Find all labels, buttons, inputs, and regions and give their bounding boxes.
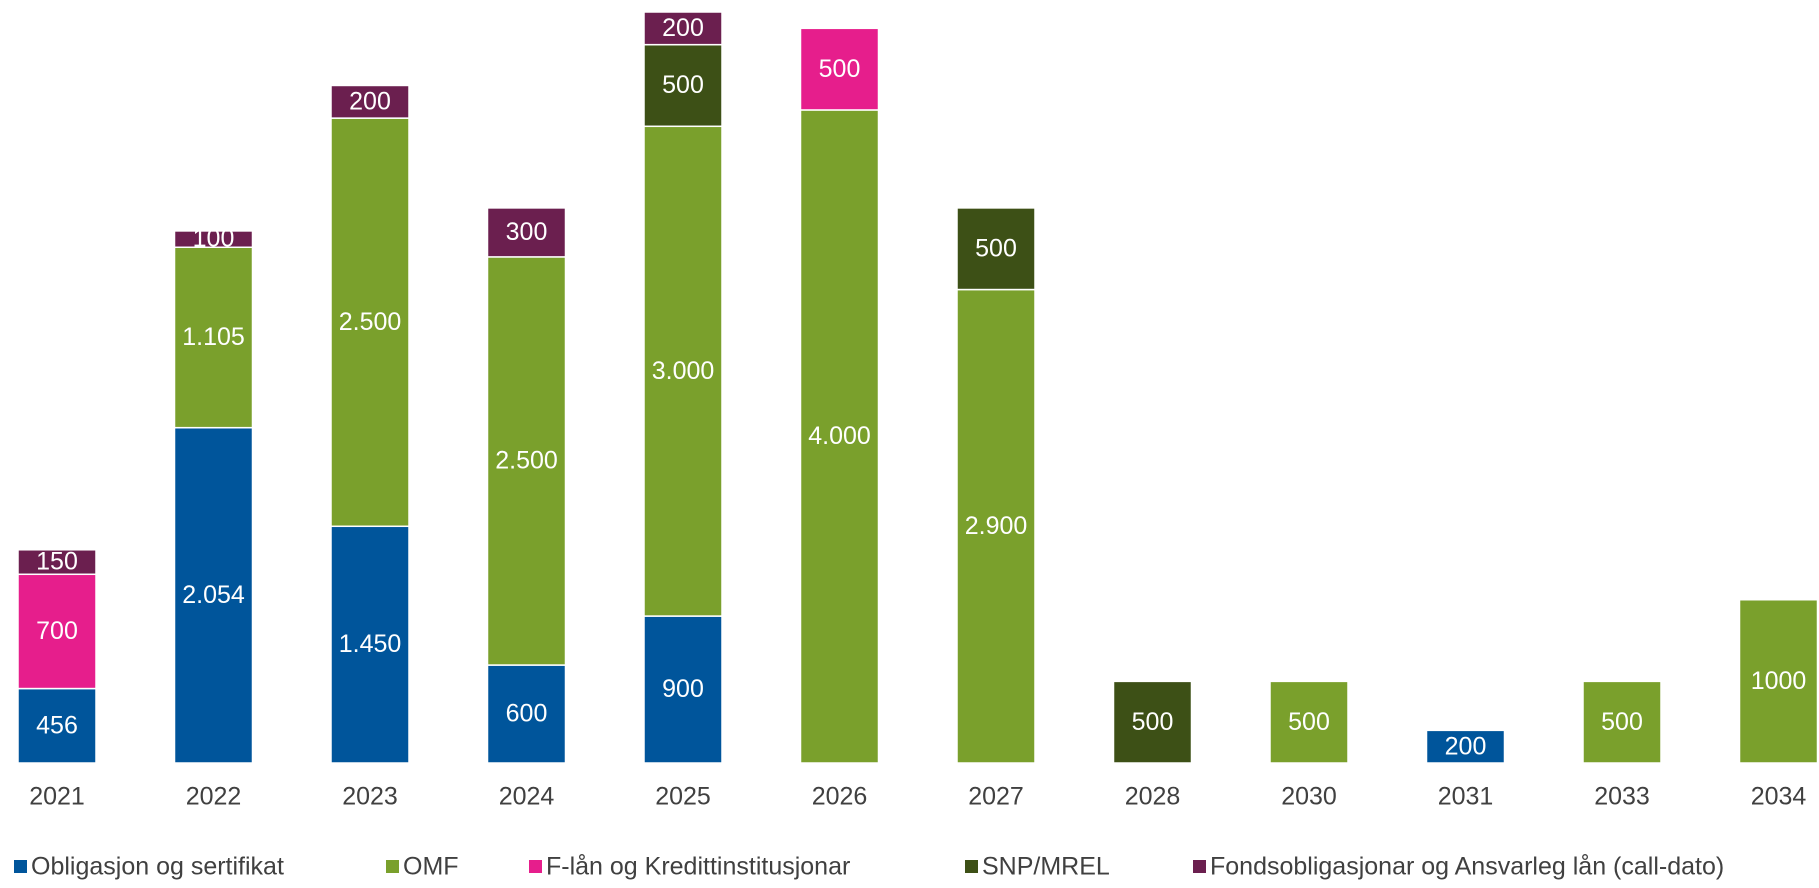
data-label: 500 bbox=[662, 71, 704, 99]
data-label: 500 bbox=[975, 234, 1017, 262]
x-tick-label: 2024 bbox=[499, 783, 555, 811]
legend-swatch bbox=[386, 860, 399, 873]
bar-segment bbox=[17, 549, 97, 576]
legend-label: Obligasjon og sertifikat bbox=[31, 853, 284, 881]
legend-label: Fondsobligasjonar og Ansvarleg lån (call… bbox=[1210, 853, 1724, 881]
bar-segment bbox=[17, 687, 97, 764]
legend-swatch bbox=[14, 860, 27, 873]
bar-segment bbox=[643, 11, 723, 46]
bar-segment bbox=[1425, 729, 1506, 764]
bar-segment bbox=[956, 288, 1036, 764]
x-tick-label: 2034 bbox=[1751, 783, 1807, 811]
data-label: 500 bbox=[1601, 708, 1643, 736]
data-label: 1.105 bbox=[182, 323, 245, 351]
bar-segment bbox=[330, 84, 410, 119]
data-label: 500 bbox=[1132, 708, 1174, 736]
x-tick-label: 2033 bbox=[1594, 783, 1650, 811]
bar-segment bbox=[486, 664, 567, 764]
bar-segment bbox=[486, 207, 567, 258]
data-label: 2.500 bbox=[339, 308, 402, 336]
legend-swatch bbox=[1193, 860, 1206, 873]
bar-segment bbox=[330, 525, 410, 764]
bar-segment bbox=[956, 207, 1036, 291]
data-label: 2.054 bbox=[182, 581, 245, 609]
data-label: 600 bbox=[506, 700, 548, 728]
legend-label: SNP/MREL bbox=[982, 853, 1110, 881]
data-label: 900 bbox=[662, 675, 704, 703]
bar-segment bbox=[643, 43, 723, 128]
data-label: 100 bbox=[193, 225, 235, 253]
data-label: 456 bbox=[36, 711, 78, 739]
data-label: 200 bbox=[662, 14, 704, 42]
bar-segment bbox=[1269, 680, 1349, 764]
bar-segment bbox=[1112, 680, 1193, 764]
x-tick-label: 2031 bbox=[1438, 783, 1494, 811]
data-label: 2.500 bbox=[495, 447, 558, 475]
data-label: 200 bbox=[1445, 732, 1487, 760]
bar-segment bbox=[173, 230, 254, 249]
bar-segment bbox=[486, 256, 567, 666]
x-tick-label: 2023 bbox=[342, 783, 398, 811]
data-label: 1.450 bbox=[339, 630, 402, 658]
data-label: 200 bbox=[349, 87, 391, 115]
bar-segment bbox=[799, 109, 880, 764]
data-label: 500 bbox=[819, 55, 861, 83]
x-tick-label: 2030 bbox=[1281, 783, 1337, 811]
legend-label: OMF bbox=[403, 853, 459, 881]
data-label: 700 bbox=[36, 617, 78, 645]
data-label: 3.000 bbox=[652, 357, 715, 385]
bar-segment bbox=[330, 117, 410, 528]
data-label: 150 bbox=[36, 548, 78, 576]
x-tick-label: 2028 bbox=[1125, 783, 1181, 811]
x-tick-label: 2025 bbox=[655, 783, 711, 811]
bar-segment bbox=[643, 125, 723, 617]
bar-segment bbox=[173, 426, 254, 764]
x-tick-label: 2021 bbox=[29, 783, 85, 811]
bar-segment bbox=[173, 246, 254, 429]
data-label: 300 bbox=[506, 218, 548, 246]
data-label: 2.900 bbox=[965, 512, 1028, 540]
data-label: 1000 bbox=[1751, 667, 1807, 695]
x-tick-label: 2026 bbox=[812, 783, 868, 811]
bar-segment bbox=[1738, 598, 1819, 764]
legend-label: F-lån og Kredittinstitusjonar bbox=[546, 853, 850, 881]
bar-segment bbox=[799, 27, 880, 111]
bar-segment bbox=[1582, 680, 1662, 764]
data-label: 4.000 bbox=[808, 422, 871, 450]
x-tick-label: 2027 bbox=[968, 783, 1024, 811]
bar-segment bbox=[643, 615, 723, 764]
legend-swatch bbox=[529, 860, 542, 873]
x-tick-label: 2022 bbox=[186, 783, 242, 811]
bar-segment bbox=[17, 573, 97, 690]
legend-swatch bbox=[965, 860, 978, 873]
data-label: 500 bbox=[1288, 708, 1330, 736]
